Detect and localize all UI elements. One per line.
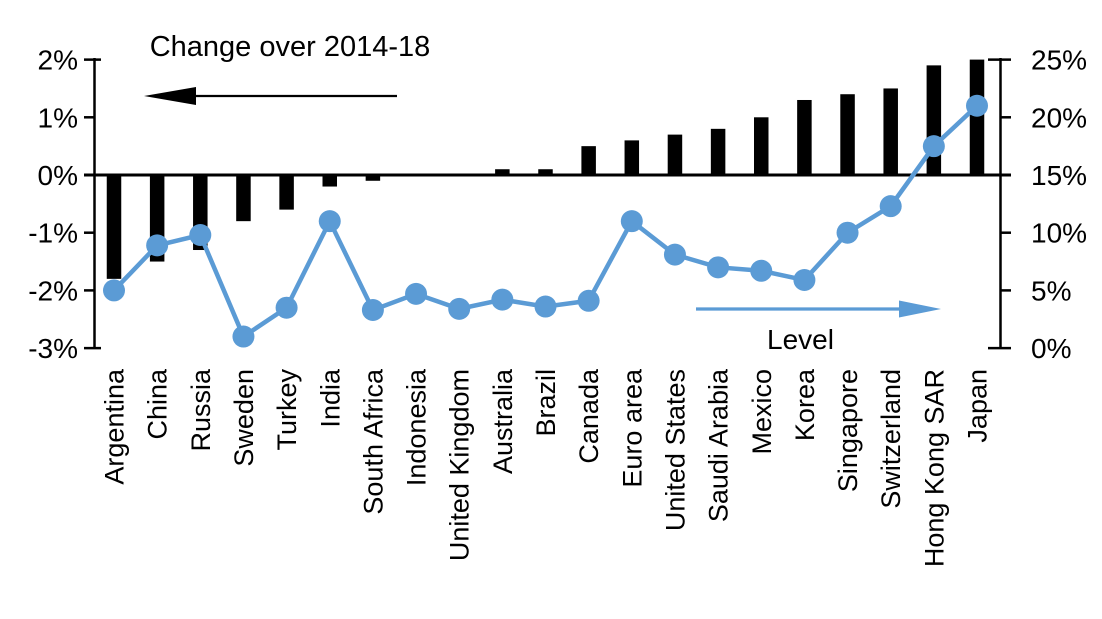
bar-korea (797, 99, 812, 175)
left-axis-tick-label: 0% (38, 160, 78, 191)
x-axis-label-australia: Australia (488, 368, 518, 474)
bar-south-africa (365, 175, 381, 181)
bar-sweden (236, 175, 251, 222)
x-axis-label-united-states: United States (660, 369, 690, 531)
bar-canada (581, 146, 596, 175)
x-axis-label-japan: Japan (963, 369, 993, 443)
left-axis-tick-label: -2% (28, 275, 78, 306)
x-axis-label-canada: Canada (574, 368, 604, 464)
bar-mexico (754, 117, 769, 175)
bar-turkey (279, 175, 294, 210)
marker-japan (966, 94, 988, 117)
x-axis-label-united-kingdom: United Kingdom (445, 369, 475, 561)
x-axis-label-india: India (315, 368, 345, 428)
marker-china (146, 234, 169, 257)
bar-japan (969, 59, 985, 175)
bar-australia (495, 169, 510, 175)
marker-switzerland (879, 195, 902, 218)
marker-hong-kong-sar (922, 135, 945, 158)
marker-united-states (663, 243, 686, 266)
left-axis-tick-label: 2% (38, 45, 78, 76)
x-axis-label-korea: Korea (790, 368, 820, 441)
marker-brazil (534, 295, 557, 318)
marker-russia (189, 224, 212, 247)
right-axis-tick-label: 20% (1031, 102, 1087, 133)
x-axis-label-saudi-arabia: Saudi Arabia (704, 368, 734, 522)
bar-brazil (538, 169, 553, 175)
marker-euro-area (620, 210, 643, 233)
x-axis-label-brazil: Brazil (531, 369, 561, 437)
bar-saudi-arabia (710, 128, 726, 175)
bar-euro-area (624, 140, 640, 175)
marker-canada (577, 289, 600, 312)
bar-india (322, 175, 337, 187)
x-axis-label-mexico: Mexico (747, 369, 777, 455)
marker-turkey (275, 296, 298, 319)
marker-south-africa (361, 299, 384, 322)
bar-singapore (840, 94, 855, 175)
marker-australia (491, 288, 514, 311)
bar-argentina (106, 175, 122, 279)
left-axis-tick-label: -1% (28, 218, 78, 249)
x-axis-label-euro-area: Euro area (617, 368, 647, 488)
x-axis-label-hong-kong-sar: Hong Kong SAR (919, 369, 949, 567)
marker-singapore (836, 221, 859, 244)
bar-united-states (667, 134, 683, 175)
marker-mexico (750, 259, 773, 282)
marker-sweden (232, 325, 255, 348)
change-series-annotation: Change over 2014-18 (149, 31, 431, 63)
x-axis-label-switzerland: Switzerland (876, 369, 906, 509)
marker-korea (793, 269, 816, 292)
marker-saudi-arabia (707, 256, 730, 279)
right-axis-tick-label: 10% (1031, 218, 1087, 249)
level-series-annotation: Level (767, 324, 834, 355)
right-axis-tick-label: 25% (1031, 45, 1087, 76)
right-axis-tick-label: 5% (1031, 275, 1071, 306)
x-axis-label-sweden: Sweden (229, 369, 259, 467)
marker-indonesia (405, 282, 428, 305)
x-axis-label-russia: Russia (186, 368, 216, 452)
right-arrow-icon (899, 300, 941, 318)
x-axis-label-argentina: Argentina (100, 368, 130, 485)
x-axis-label-south-africa: South Africa (358, 368, 388, 515)
x-axis-label-china: China (143, 368, 173, 440)
x-axis-label-indonesia: Indonesia (402, 368, 432, 486)
marker-argentina (103, 279, 125, 302)
x-axis-label-turkey: Turkey (272, 369, 302, 451)
marker-india (318, 210, 341, 233)
bar-hong-kong-sar (926, 65, 942, 175)
left-arrow-icon (144, 87, 196, 105)
left-axis-tick-label: -3% (28, 333, 78, 364)
left-axis-tick-label: 1% (38, 102, 78, 133)
marker-united-kingdom (448, 297, 471, 320)
bar-switzerland (883, 88, 898, 175)
right-axis-tick-label: 0% (1031, 333, 1071, 364)
right-axis-tick-label: 15% (1031, 160, 1087, 191)
x-axis-label-singapore: Singapore (833, 369, 863, 492)
